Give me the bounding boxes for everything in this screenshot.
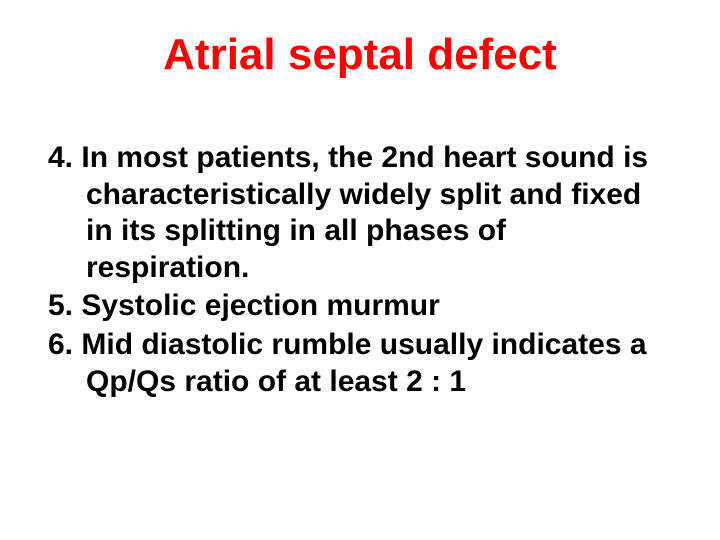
slide: Atrial septal defect 4. In most patients… [0,0,720,540]
item-text: In most patients, the 2nd heart sound is… [81,141,648,284]
item-text: Systolic ejection murmur [81,289,439,322]
list-item: 5. Systolic ejection murmur [48,288,672,325]
item-number: 4. [48,141,73,174]
list-item: 4. In most patients, the 2nd heart sound… [48,140,672,286]
slide-title: Atrial septal defect [0,30,720,80]
item-text: Mid diastolic rumble usually indicates a… [81,328,646,398]
slide-body: 4. In most patients, the 2nd heart sound… [48,140,672,402]
item-number: 6. [48,328,73,361]
list-item: 6. Mid diastolic rumble usually indicate… [48,327,672,400]
item-number: 5. [48,289,73,322]
